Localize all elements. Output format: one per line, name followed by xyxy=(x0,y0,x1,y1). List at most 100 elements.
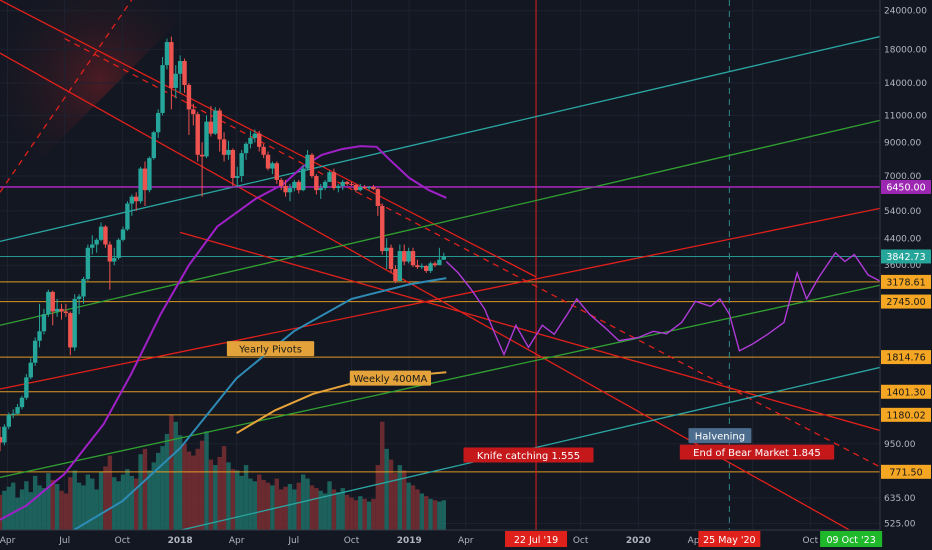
volume-bar xyxy=(46,473,51,530)
volume-bar xyxy=(138,454,143,530)
annotation-box xyxy=(226,341,315,357)
candle-body xyxy=(138,168,143,202)
candle-body xyxy=(423,265,429,271)
candle-body xyxy=(32,340,38,363)
price-level-badge xyxy=(881,407,931,422)
candle-body xyxy=(72,298,77,348)
volume-bar xyxy=(6,486,11,530)
candle-body xyxy=(322,181,328,189)
volume-bar xyxy=(155,452,161,530)
volume-bar xyxy=(195,448,200,530)
volume-bar xyxy=(410,485,416,530)
candle-body xyxy=(24,377,29,398)
y-tick-label: 9000.00 xyxy=(884,138,921,148)
volume-bar xyxy=(0,494,3,530)
candle-body xyxy=(177,60,183,74)
candle-body xyxy=(68,313,73,348)
price-level-badge-label: 3842.73 xyxy=(886,252,925,263)
candle-body xyxy=(278,179,284,186)
date-badge-label: 22 Jul '19 xyxy=(514,535,558,546)
volume-bar xyxy=(353,500,359,530)
candle-body xyxy=(81,278,86,297)
volume-bar xyxy=(283,486,288,530)
x-tick-label: 2020 xyxy=(626,536,651,546)
volume-bar xyxy=(160,446,165,530)
candle-body xyxy=(300,168,306,191)
candle-body xyxy=(63,311,69,314)
candle-body xyxy=(261,146,266,155)
candle-body xyxy=(344,181,350,184)
candle-body xyxy=(235,176,240,178)
candle-body xyxy=(6,414,11,427)
volume-bar xyxy=(415,489,420,530)
candle-body xyxy=(375,189,381,206)
volume-bar xyxy=(397,465,403,530)
volume-bar xyxy=(107,455,113,530)
candle-body xyxy=(120,229,126,240)
volume-bar xyxy=(173,421,178,530)
x-tick-label: Apr xyxy=(688,536,704,546)
volume-bar xyxy=(98,471,104,530)
candle-body xyxy=(239,153,244,177)
volume-bar xyxy=(314,488,319,530)
volume-bar xyxy=(134,478,139,530)
volume-bar xyxy=(90,478,95,530)
volume-bar xyxy=(375,465,381,530)
date-badge-label: 25 May '20 xyxy=(703,535,755,546)
volume-bar xyxy=(199,440,205,530)
volume-bar xyxy=(318,490,323,530)
candle-body xyxy=(134,196,139,202)
volume-bar xyxy=(50,479,55,530)
candle-body xyxy=(151,132,156,159)
candle-body xyxy=(265,154,271,169)
bear-zone-shading xyxy=(0,0,200,200)
candle-body xyxy=(59,308,64,312)
trendline xyxy=(0,0,537,278)
volume-bar xyxy=(305,478,310,530)
candle-body xyxy=(441,256,446,260)
candle-body xyxy=(358,186,363,191)
volume-bar xyxy=(177,435,183,530)
candle-body xyxy=(213,110,218,134)
volume-bar xyxy=(366,501,372,530)
volume-bar xyxy=(406,482,411,530)
candle-body xyxy=(142,168,148,191)
volume-bar xyxy=(120,474,126,530)
trendline xyxy=(0,119,880,326)
trendline xyxy=(178,366,880,530)
candle-body xyxy=(230,149,236,178)
candle-body xyxy=(384,247,389,252)
price-level-badge-label: 1180.02 xyxy=(886,410,925,421)
volume-bar xyxy=(239,475,244,530)
candle-body xyxy=(362,186,367,189)
candle-body xyxy=(366,186,372,189)
candle-body xyxy=(195,114,200,155)
x-tick-label: Apr xyxy=(458,536,474,546)
volume-bar xyxy=(226,462,231,530)
trendline xyxy=(0,35,880,243)
candle-body xyxy=(314,176,319,191)
volume-bar xyxy=(252,481,258,530)
candle-body xyxy=(371,186,376,190)
candle-body xyxy=(103,226,108,245)
ma-blue-line xyxy=(71,277,447,530)
volume-bar xyxy=(292,489,297,530)
candle-body xyxy=(107,244,113,262)
volume-bar xyxy=(68,477,73,530)
trendline xyxy=(0,0,133,193)
y-tick-label: 18000.00 xyxy=(884,45,927,55)
volume-bar xyxy=(380,421,385,530)
price-level-badge-label: 2745.00 xyxy=(886,297,925,308)
volume-bar xyxy=(37,485,42,530)
volume-bar xyxy=(169,415,174,530)
volume-bar xyxy=(129,475,135,530)
volume-bar xyxy=(63,493,69,530)
volume-bar xyxy=(235,470,240,530)
candle-body xyxy=(164,42,170,66)
candle-body xyxy=(37,331,42,341)
volume-bar xyxy=(125,469,130,530)
volume-bar xyxy=(151,462,156,530)
candle-body xyxy=(415,265,420,268)
trendline xyxy=(179,231,880,432)
x-tick-label: 2018 xyxy=(168,536,193,546)
